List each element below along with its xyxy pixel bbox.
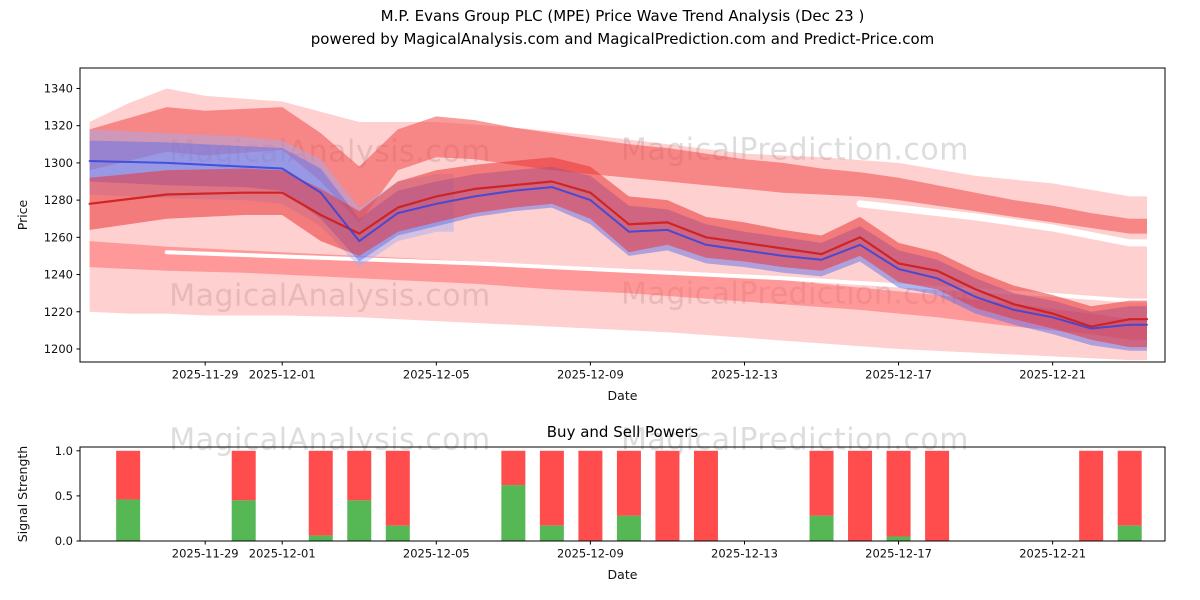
x-tick-label: 2025-12-21 xyxy=(1019,547,1086,561)
sell-power-bar xyxy=(116,450,141,500)
y-tick-label: 1.0 xyxy=(55,444,73,458)
sell-power-bar xyxy=(809,450,834,516)
sell-power-bar xyxy=(347,450,372,501)
x-tick-label: 2025-12-13 xyxy=(711,368,778,382)
sell-power-bar xyxy=(1079,450,1104,541)
x-tick-label: 2025-12-17 xyxy=(865,547,932,561)
buy-power-bar xyxy=(1117,525,1142,541)
x-tick-label: 2025-12-09 xyxy=(557,547,624,561)
band-upper-band xyxy=(89,107,1148,234)
buy-power-bar xyxy=(231,500,256,542)
sell-power-bar xyxy=(308,450,333,536)
band-red-trend xyxy=(89,157,1148,348)
gap-upper-right-streak xyxy=(856,200,1151,247)
y-tick-label: 1200 xyxy=(44,342,73,356)
y-tick-label: 0.0 xyxy=(55,534,73,548)
buy-power-bar xyxy=(116,499,141,542)
signal-chart: 0.0 0.5 1.0 2025-11-29 2025-12-01 2025-12-05 2… xyxy=(15,444,1166,582)
x-tick-label: 2025-11-29 xyxy=(172,368,239,382)
sell-power-bar xyxy=(539,450,564,526)
y-tick-label: 1340 xyxy=(44,81,73,95)
sell-power-bar xyxy=(231,450,256,501)
x-tick-label: 2025-12-01 xyxy=(249,547,316,561)
sell-power-bar xyxy=(385,450,410,526)
x-tick-label: 2025-12-01 xyxy=(249,368,316,382)
signal-chart-title: Buy and Sell Powers xyxy=(546,423,699,441)
chart-title-line1: M.P. Evans Group PLC (MPE) Price Wave Tr… xyxy=(380,7,865,25)
x-tick-label: 2025-12-13 xyxy=(711,547,778,561)
x-axis-label: Date xyxy=(608,567,638,582)
plot-border xyxy=(79,67,1166,363)
y-tick-label: 1240 xyxy=(44,268,73,282)
y-axis-label: Signal Strength xyxy=(15,446,30,542)
sell-power-bar xyxy=(848,450,873,541)
y-tick-label: 1220 xyxy=(44,305,73,319)
sell-power-bar xyxy=(501,450,526,486)
buy-power-bar xyxy=(616,515,641,542)
sell-power-bar xyxy=(693,450,718,541)
y-tick-label: 0.5 xyxy=(55,489,73,503)
x-tick-label: 2025-11-29 xyxy=(172,547,239,561)
price-chart: 1200 1220 1240 1260 1280 1300 1320 1340 2025-11-… xyxy=(15,67,1166,403)
x-tick-label: 2025-12-05 xyxy=(403,547,470,561)
buy-power-bar xyxy=(347,500,372,542)
x-tick-label: 2025-12-21 xyxy=(1019,368,1086,382)
x-tick-label: 2025-12-17 xyxy=(865,368,932,382)
sell-power-bar xyxy=(655,450,680,541)
x-tick-label: 2025-12-09 xyxy=(557,368,624,382)
y-tick-label: 1300 xyxy=(44,156,73,170)
chart-title-line2: powered by MagicalAnalysis.com and Magic… xyxy=(310,30,935,48)
sell-power-bar xyxy=(925,450,950,541)
watermark-magicalanalysis: MagicalAnalysis.com xyxy=(169,278,491,314)
buy-power-bar xyxy=(385,525,410,541)
buy-power-bar xyxy=(809,515,834,542)
band-lower-band xyxy=(89,241,1148,340)
sell-power-bar xyxy=(886,450,911,537)
sell-power-bar xyxy=(616,450,641,516)
sell-power-bar xyxy=(1117,450,1142,526)
line-trend-red xyxy=(88,180,1149,328)
buy-power-bar xyxy=(501,485,526,541)
buy-power-bar xyxy=(308,535,333,541)
buy-power-bar xyxy=(539,525,564,541)
y-tick-label: 1320 xyxy=(44,119,73,133)
plot-border xyxy=(79,446,1166,542)
line-trend-blue xyxy=(88,160,1148,330)
sell-power-bar xyxy=(578,450,603,541)
buy-power-bar xyxy=(886,536,911,541)
band-blue-trend xyxy=(89,140,1148,351)
x-tick-label: 2025-12-05 xyxy=(403,368,470,382)
x-axis-label: Date xyxy=(608,388,638,403)
y-tick-label: 1260 xyxy=(44,230,73,244)
y-axis-label: Price xyxy=(15,199,30,230)
y-tick-label: 1280 xyxy=(44,193,73,207)
